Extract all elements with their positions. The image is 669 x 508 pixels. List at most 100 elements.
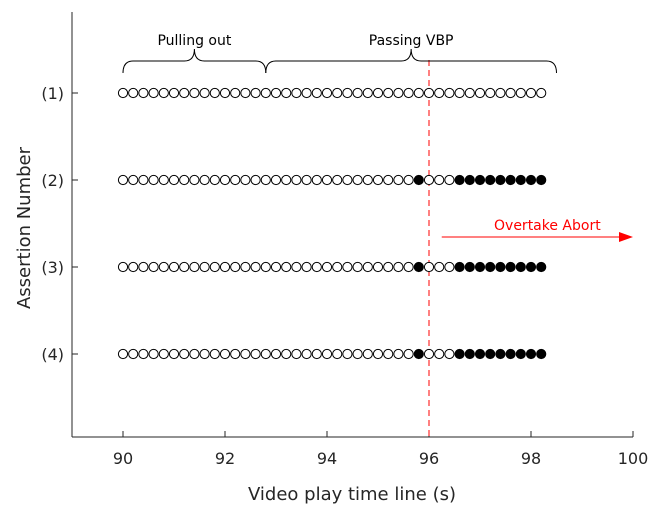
- brace-label: Pulling out: [157, 33, 231, 49]
- open-marker: [179, 261, 190, 273]
- open-marker: [423, 87, 435, 99]
- open-marker: [332, 174, 343, 186]
- filled-marker: [454, 348, 465, 360]
- open-marker: [434, 174, 445, 186]
- open-marker: [168, 261, 180, 273]
- brace: [122, 48, 267, 74]
- filled-marker: [413, 174, 424, 186]
- filled-marker: [454, 261, 465, 273]
- open-marker: [138, 348, 149, 360]
- open-marker: [311, 174, 322, 186]
- open-marker: [260, 87, 271, 99]
- open-marker: [332, 261, 343, 273]
- open-marker: [291, 348, 302, 360]
- filled-marker: [536, 348, 547, 360]
- open-marker: [372, 261, 384, 273]
- filled-marker: [464, 261, 475, 273]
- filled-marker: [505, 348, 516, 360]
- filled-marker: [464, 174, 475, 186]
- open-marker: [260, 261, 271, 273]
- open-marker: [403, 174, 414, 186]
- open-marker: [332, 87, 343, 99]
- open-marker: [240, 174, 251, 186]
- open-marker: [179, 174, 190, 186]
- open-marker: [393, 348, 404, 360]
- x-tick-label: 94: [317, 449, 337, 468]
- open-marker: [536, 87, 547, 99]
- filled-marker: [525, 348, 537, 360]
- open-marker: [332, 348, 343, 360]
- open-marker: [301, 87, 312, 99]
- open-marker: [281, 348, 292, 360]
- open-marker: [495, 87, 506, 99]
- open-marker: [230, 261, 241, 273]
- open-marker: [383, 348, 394, 360]
- open-marker: [352, 87, 363, 99]
- open-marker: [321, 87, 333, 99]
- open-marker: [281, 174, 292, 186]
- open-marker: [148, 348, 159, 360]
- filled-marker: [413, 348, 424, 360]
- filled-marker: [515, 174, 526, 186]
- open-marker: [209, 87, 220, 99]
- open-marker: [434, 348, 445, 360]
- filled-marker: [474, 348, 486, 360]
- open-marker: [434, 87, 445, 99]
- open-marker: [270, 348, 282, 360]
- open-marker: [444, 174, 455, 186]
- open-marker: [128, 348, 139, 360]
- open-marker: [117, 261, 129, 273]
- open-marker: [454, 87, 465, 99]
- open-marker: [168, 174, 180, 186]
- open-marker: [219, 348, 231, 360]
- overtake-abort-label: Overtake Abort: [494, 218, 601, 234]
- filled-marker: [413, 261, 424, 273]
- open-marker: [250, 174, 261, 186]
- y-tick-label: (2): [41, 171, 64, 190]
- filled-marker: [515, 261, 526, 273]
- open-marker: [230, 87, 241, 99]
- filled-marker: [525, 261, 537, 273]
- annotations: Pulling out Passing VBP Overtake Abort: [122, 33, 633, 437]
- open-marker: [342, 348, 353, 360]
- open-marker: [158, 261, 169, 273]
- x-tick-label: 92: [215, 449, 235, 468]
- open-marker: [158, 87, 169, 99]
- x-tick-label: 96: [419, 449, 439, 468]
- open-marker: [199, 348, 210, 360]
- open-marker: [199, 87, 210, 99]
- open-marker: [413, 87, 424, 99]
- open-marker: [240, 261, 251, 273]
- open-marker: [403, 87, 414, 99]
- open-marker: [291, 174, 302, 186]
- filled-marker: [485, 261, 496, 273]
- filled-marker: [464, 348, 475, 360]
- open-marker: [209, 174, 220, 186]
- open-marker: [270, 87, 282, 99]
- open-marker: [240, 348, 251, 360]
- open-marker: [230, 348, 241, 360]
- open-marker: [179, 348, 190, 360]
- open-marker: [168, 87, 180, 99]
- open-marker: [117, 174, 129, 186]
- filled-marker: [515, 348, 526, 360]
- open-marker: [311, 348, 322, 360]
- x-axis-label: Video play time line (s): [248, 484, 456, 505]
- open-marker: [393, 87, 404, 99]
- filled-marker: [454, 174, 465, 186]
- open-marker: [342, 174, 353, 186]
- open-marker: [372, 348, 384, 360]
- filled-marker: [505, 261, 516, 273]
- open-marker: [189, 87, 200, 99]
- open-marker: [342, 261, 353, 273]
- open-marker: [362, 261, 373, 273]
- open-marker: [311, 87, 322, 99]
- open-marker: [138, 87, 149, 99]
- open-marker: [240, 87, 251, 99]
- open-marker: [148, 261, 159, 273]
- data-points: [117, 87, 547, 360]
- open-marker: [393, 174, 404, 186]
- filled-marker: [536, 174, 547, 186]
- open-marker: [362, 348, 373, 360]
